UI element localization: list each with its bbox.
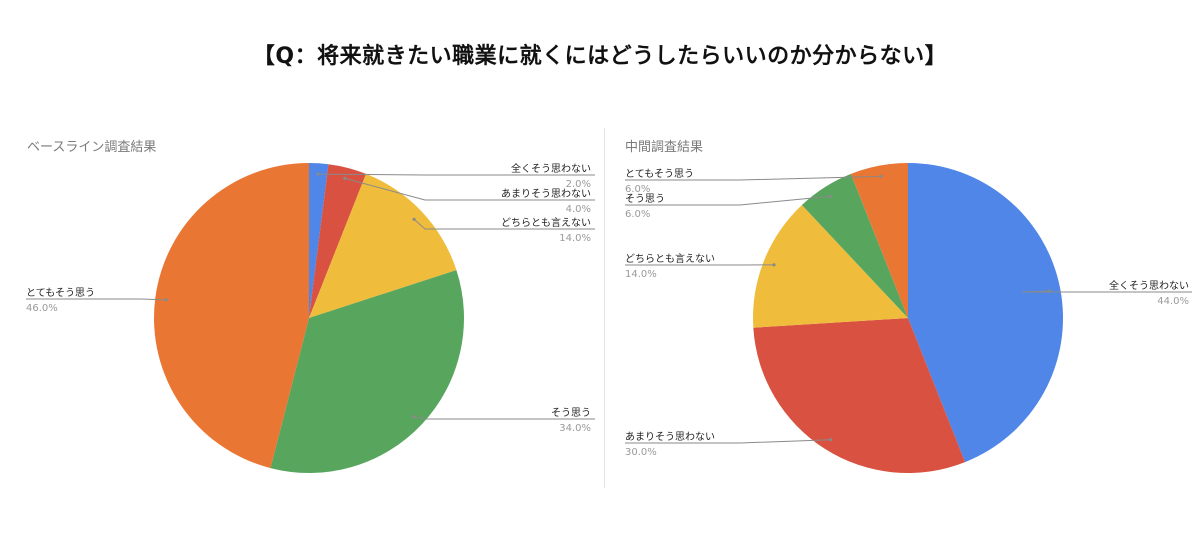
baseline-label-strongly-agree: とてもそう思う xyxy=(26,287,95,299)
baseline-leader-line-disagree xyxy=(344,177,595,201)
midterm-leader-line-disagree xyxy=(625,439,831,444)
baseline-leader-dot-agree xyxy=(412,415,416,419)
midterm-leader-line-strongly-agree xyxy=(625,175,882,181)
midterm-label-disagree: あまりそう思わない xyxy=(625,431,715,443)
midterm-leader-dot-strongly-disagree xyxy=(1048,289,1052,293)
baseline-leader-line-strongly-disagree xyxy=(318,173,595,176)
midterm-leader-dot-disagree xyxy=(829,438,833,442)
midterm-slice-disagree xyxy=(753,318,966,474)
baseline-leader-dot-strongly-agree xyxy=(164,298,168,302)
midterm-chart-title: 中間調査結果 xyxy=(625,140,703,155)
baseline-leader-line-agree xyxy=(413,416,595,420)
baseline-percent-disagree: 4.0% xyxy=(566,204,591,215)
baseline-leader-line-neutral xyxy=(413,218,595,230)
chart-divider xyxy=(604,128,605,488)
midterm-slice-strongly-disagree xyxy=(908,163,1064,463)
baseline-slice-strongly-agree xyxy=(153,163,309,469)
midterm-leader-dot-agree xyxy=(829,194,833,198)
baseline-leader-dot-neutral xyxy=(412,217,416,221)
midterm-percent-agree: 6.0% xyxy=(625,209,650,220)
midterm-label-neutral: どちらとも言えない xyxy=(625,252,715,265)
baseline-leader-dot-disagree xyxy=(343,176,347,180)
baseline-slice-disagree xyxy=(309,164,367,318)
midterm-leader-line-agree xyxy=(625,195,831,206)
baseline-percent-strongly-disagree: 2.0% xyxy=(566,179,591,190)
midterm-slice-strongly-agree xyxy=(850,162,908,318)
baseline-label-agree: そう思う xyxy=(551,407,591,419)
midterm-slice-agree xyxy=(801,173,908,318)
baseline-label-strongly-disagree: 全くそう思わない xyxy=(511,162,591,175)
baseline-leader-line-strongly-agree xyxy=(26,298,167,301)
midterm-label-strongly-disagree: 全くそう思わない xyxy=(1109,279,1189,292)
baseline-slice-strongly-disagree xyxy=(309,163,329,318)
midterm-percent-disagree: 30.0% xyxy=(625,447,657,458)
baseline-label-neutral: どちらとも言えない xyxy=(501,216,591,229)
baseline-leader-dot-strongly-disagree xyxy=(316,172,320,176)
midterm-percent-strongly-agree: 6.0% xyxy=(625,184,650,195)
midterm-percent-strongly-disagree: 44.0% xyxy=(1157,296,1189,307)
midterm-leader-line-strongly-disagree xyxy=(1021,290,1192,293)
baseline-slice-neutral xyxy=(309,173,457,318)
baseline-pie-chart: ベースライン調査結果 全くそう思わない 2.0%あまりそう思わない 4.0%どちらと… xyxy=(26,140,595,473)
midterm-label-agree: そう思う xyxy=(625,193,665,205)
baseline-slice-agree xyxy=(270,270,464,473)
baseline-label-disagree: あまりそう思わない xyxy=(501,188,591,200)
baseline-percent-strongly-agree: 46.0% xyxy=(26,303,58,314)
main-title: 【Q：将来就きたい職業に就くにはどうしたらいいのか分からない】 xyxy=(252,44,948,69)
midterm-leader-dot-neutral xyxy=(772,263,776,267)
midterm-leader-dot-strongly-agree xyxy=(879,174,883,178)
baseline-chart-title: ベースライン調査結果 xyxy=(27,140,156,155)
midterm-label-strongly-agree: とてもそう思う xyxy=(625,168,694,180)
midterm-percent-neutral: 14.0% xyxy=(625,269,657,280)
baseline-percent-agree: 34.0% xyxy=(559,423,591,434)
baseline-percent-neutral: 14.0% xyxy=(559,233,591,244)
midterm-slice-neutral xyxy=(753,205,908,328)
